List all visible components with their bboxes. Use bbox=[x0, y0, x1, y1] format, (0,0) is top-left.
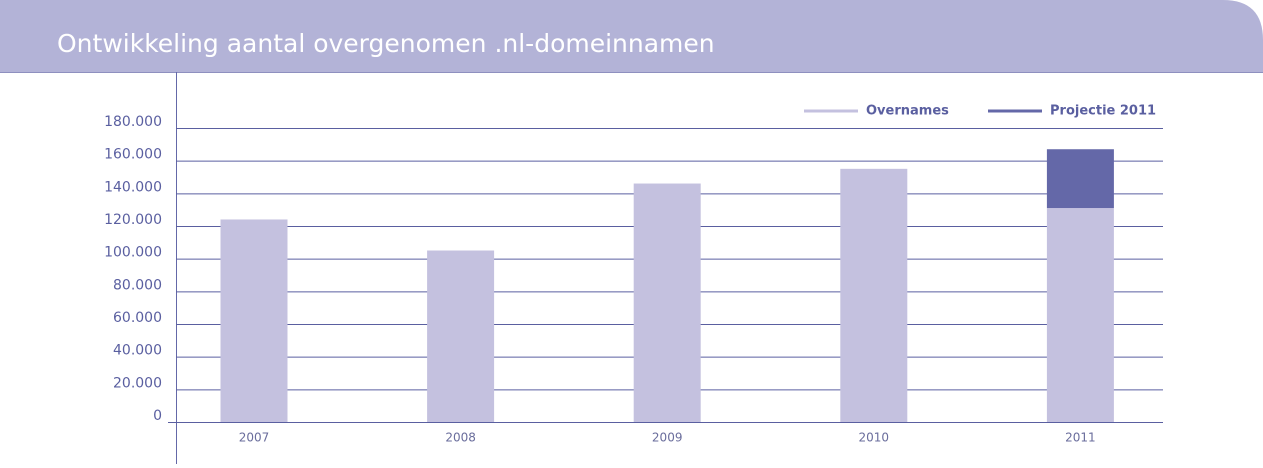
y-tick-label: 100.000 bbox=[104, 245, 162, 261]
y-tick-label: 160.000 bbox=[104, 147, 162, 163]
y-tick-label: 140.000 bbox=[104, 179, 162, 195]
legend-label: Overnames bbox=[866, 104, 949, 119]
x-tick-label: 2009 bbox=[652, 431, 683, 445]
y-tick-label: 40.000 bbox=[113, 343, 162, 359]
bar bbox=[840, 168, 908, 422]
y-tick-label: 120.000 bbox=[104, 212, 162, 228]
x-tick-label: 2008 bbox=[445, 431, 476, 445]
bar bbox=[633, 183, 701, 422]
y-tick-label: 60.000 bbox=[113, 310, 162, 326]
bar bbox=[1046, 208, 1114, 422]
x-tick-label: 2010 bbox=[859, 431, 890, 445]
legend-label: Projectie 2011 bbox=[1050, 104, 1156, 119]
y-tick-label: 0 bbox=[153, 408, 162, 424]
y-tick-label: 20.000 bbox=[113, 375, 162, 391]
bar bbox=[220, 219, 288, 422]
header-band bbox=[0, 0, 1263, 72]
bar bbox=[1046, 149, 1114, 209]
y-tick-label: 80.000 bbox=[113, 277, 162, 293]
x-tick-label: 2007 bbox=[239, 431, 270, 445]
x-tick-label: 2011 bbox=[1065, 431, 1096, 445]
bar bbox=[427, 250, 495, 422]
y-tick-label: 180.000 bbox=[104, 114, 162, 130]
chart-title: Ontwikkeling aantal overgenomen .nl-dome… bbox=[57, 29, 715, 58]
